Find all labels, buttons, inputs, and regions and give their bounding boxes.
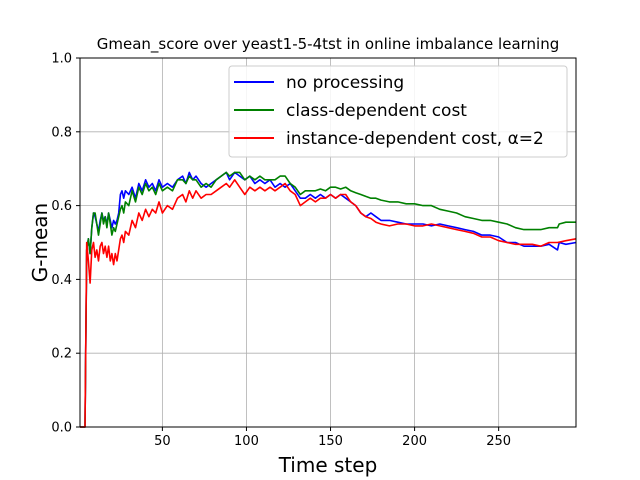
legend-label-1: class-dependent cost	[286, 101, 467, 121]
x-tick-label: 200	[402, 434, 427, 449]
y-axis-label: G-mean	[28, 203, 52, 282]
y-tick-label: 0.8	[51, 125, 72, 140]
y-tick-label: 1.0	[51, 52, 72, 67]
x-tick-label: 50	[154, 434, 171, 449]
legend-label-2: instance-dependent cost, α=2	[286, 129, 544, 149]
series-line-1	[80, 171, 576, 428]
x-axis-label: Time step	[278, 453, 378, 477]
legend: no processing class-dependent cost instanc…	[228, 65, 568, 158]
legend-label-0: no processing	[286, 73, 404, 93]
legend-box	[228, 65, 568, 158]
x-tick-label: 100	[234, 434, 259, 449]
x-axis-ticks: 50 100 150 200 250	[154, 427, 511, 449]
x-tick-label: 150	[318, 434, 343, 449]
y-axis-ticks: 0.0 0.2 0.4 0.6 0.8 1.0	[51, 52, 80, 436]
y-tick-label: 0.6	[51, 199, 72, 214]
plot-frame	[79, 57, 577, 428]
y-tick-label: 0.0	[51, 421, 72, 436]
y-tick-label: 0.4	[51, 273, 72, 288]
chart-title: Gmean_score over yeast1-5-4tst in online…	[97, 35, 560, 54]
series-line-2	[80, 179, 577, 428]
series-lines	[80, 171, 577, 428]
x-tick-label: 250	[486, 434, 511, 449]
y-tick-label: 0.2	[51, 347, 72, 362]
